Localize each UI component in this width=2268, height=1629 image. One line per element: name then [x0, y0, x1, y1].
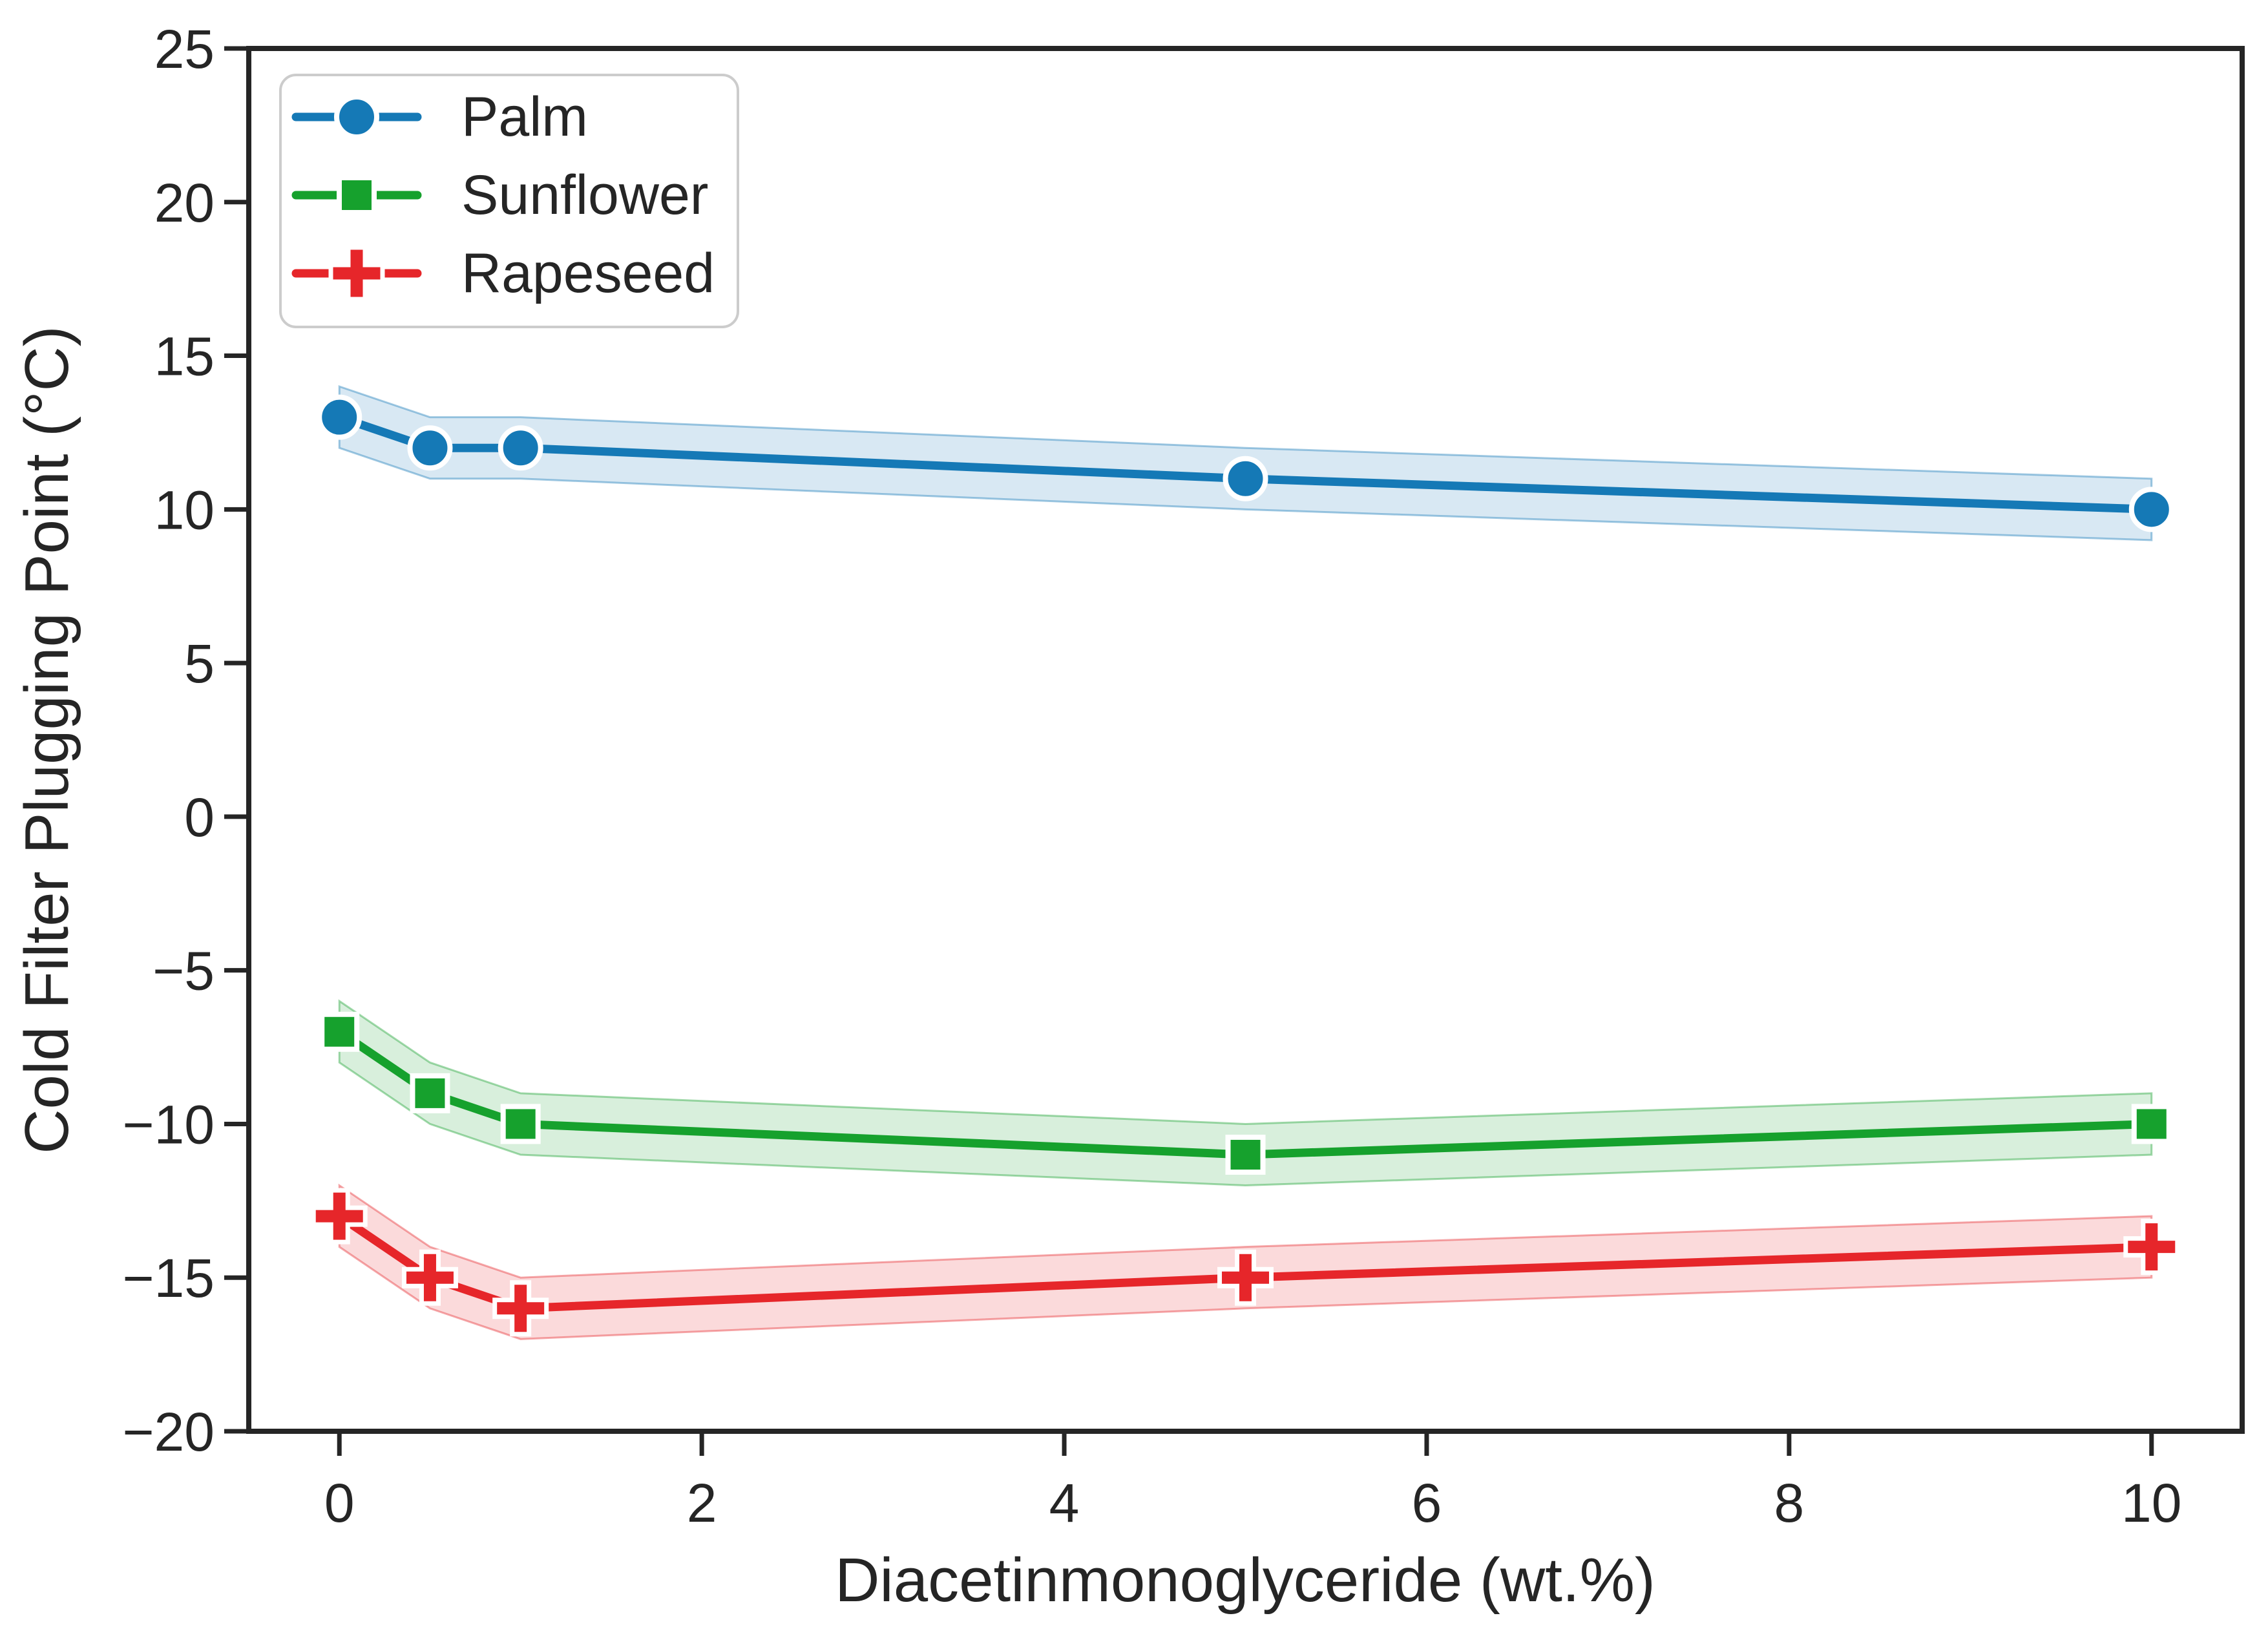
- x-tick-label-2: 4: [1049, 1473, 1080, 1533]
- plot-area-frame: [246, 46, 2245, 1434]
- y-tick-label-8: −15: [123, 1248, 215, 1308]
- y-axis-label: Cold Filter Plugging Point (°C): [12, 326, 81, 1154]
- y-tick-label-1: 20: [154, 173, 215, 233]
- y-tick-label-2: 15: [154, 326, 215, 387]
- palm-marker-4: [2128, 487, 2174, 532]
- series-markers-layer: [311, 394, 2180, 1337]
- legend: Palm Sunflower Rapeseed: [279, 74, 739, 328]
- y-tick-label-4: 5: [184, 633, 215, 694]
- x-axis-label: Diacetinmonoglyceride (wt.%): [835, 1546, 1655, 1615]
- legend-box: [279, 74, 739, 328]
- x-tick-label-5: 10: [2121, 1473, 2181, 1533]
- x-axis-ticks: 0 2 4 6 8 10: [324, 1431, 2181, 1533]
- sunflower-marker-4: [2131, 1104, 2172, 1144]
- palm-marker-3: [1223, 456, 1268, 501]
- palm-marker-2: [498, 425, 543, 471]
- y-tick-label-0: 25: [154, 19, 215, 79]
- legend-item-rapeseed: Rapeseed: [291, 242, 715, 304]
- y-tick-label-9: −20: [123, 1402, 215, 1462]
- legend-label-sunflower: Sunflower: [461, 164, 708, 226]
- error-bands-layer: [338, 385, 2153, 1340]
- legend-label-palm: Palm: [461, 86, 588, 148]
- x-tick-label-0: 0: [324, 1473, 355, 1533]
- palm-marker-0: [317, 394, 362, 440]
- sunflower-marker-3: [1225, 1135, 1266, 1175]
- sunflower-marker-1: [410, 1073, 450, 1113]
- palm-marker-1: [407, 425, 453, 471]
- legend-item-sunflower: Sunflower: [291, 164, 708, 226]
- y-tick-label-3: 10: [154, 479, 215, 540]
- rapeseed-marker-4: [2123, 1219, 2180, 1276]
- y-axis-ticks: 25 20 15 10 5 0 −5 −10 −15 −20: [123, 19, 249, 1462]
- x-tick-label-3: 6: [1412, 1473, 1442, 1533]
- rapeseed-marker-0: [311, 1188, 368, 1245]
- legend-circle-icon: [334, 94, 379, 140]
- rapeseed-marker-1: [401, 1249, 458, 1306]
- legend-item-palm: Palm: [291, 86, 588, 148]
- sunflower-marker-2: [500, 1104, 541, 1144]
- x-tick-label-1: 2: [687, 1473, 717, 1533]
- x-tick-label-4: 8: [1774, 1473, 1805, 1533]
- legend-items: Palm Sunflower Rapeseed: [291, 86, 715, 304]
- sunflower-marker-0: [319, 1011, 360, 1052]
- legend-square-icon: [337, 175, 377, 215]
- rapeseed-marker-3: [1217, 1249, 1274, 1306]
- y-tick-label-5: 0: [184, 787, 215, 848]
- legend-plus-icon: [328, 245, 385, 302]
- rapeseed-marker-2: [492, 1280, 549, 1337]
- y-tick-label-6: −5: [152, 941, 215, 1002]
- legend-label-rapeseed: Rapeseed: [461, 242, 715, 304]
- y-tick-label-7: −10: [123, 1094, 215, 1155]
